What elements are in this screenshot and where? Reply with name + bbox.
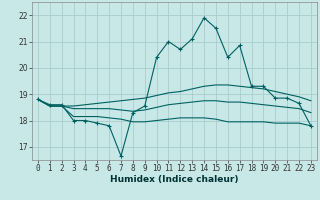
X-axis label: Humidex (Indice chaleur): Humidex (Indice chaleur) bbox=[110, 175, 239, 184]
